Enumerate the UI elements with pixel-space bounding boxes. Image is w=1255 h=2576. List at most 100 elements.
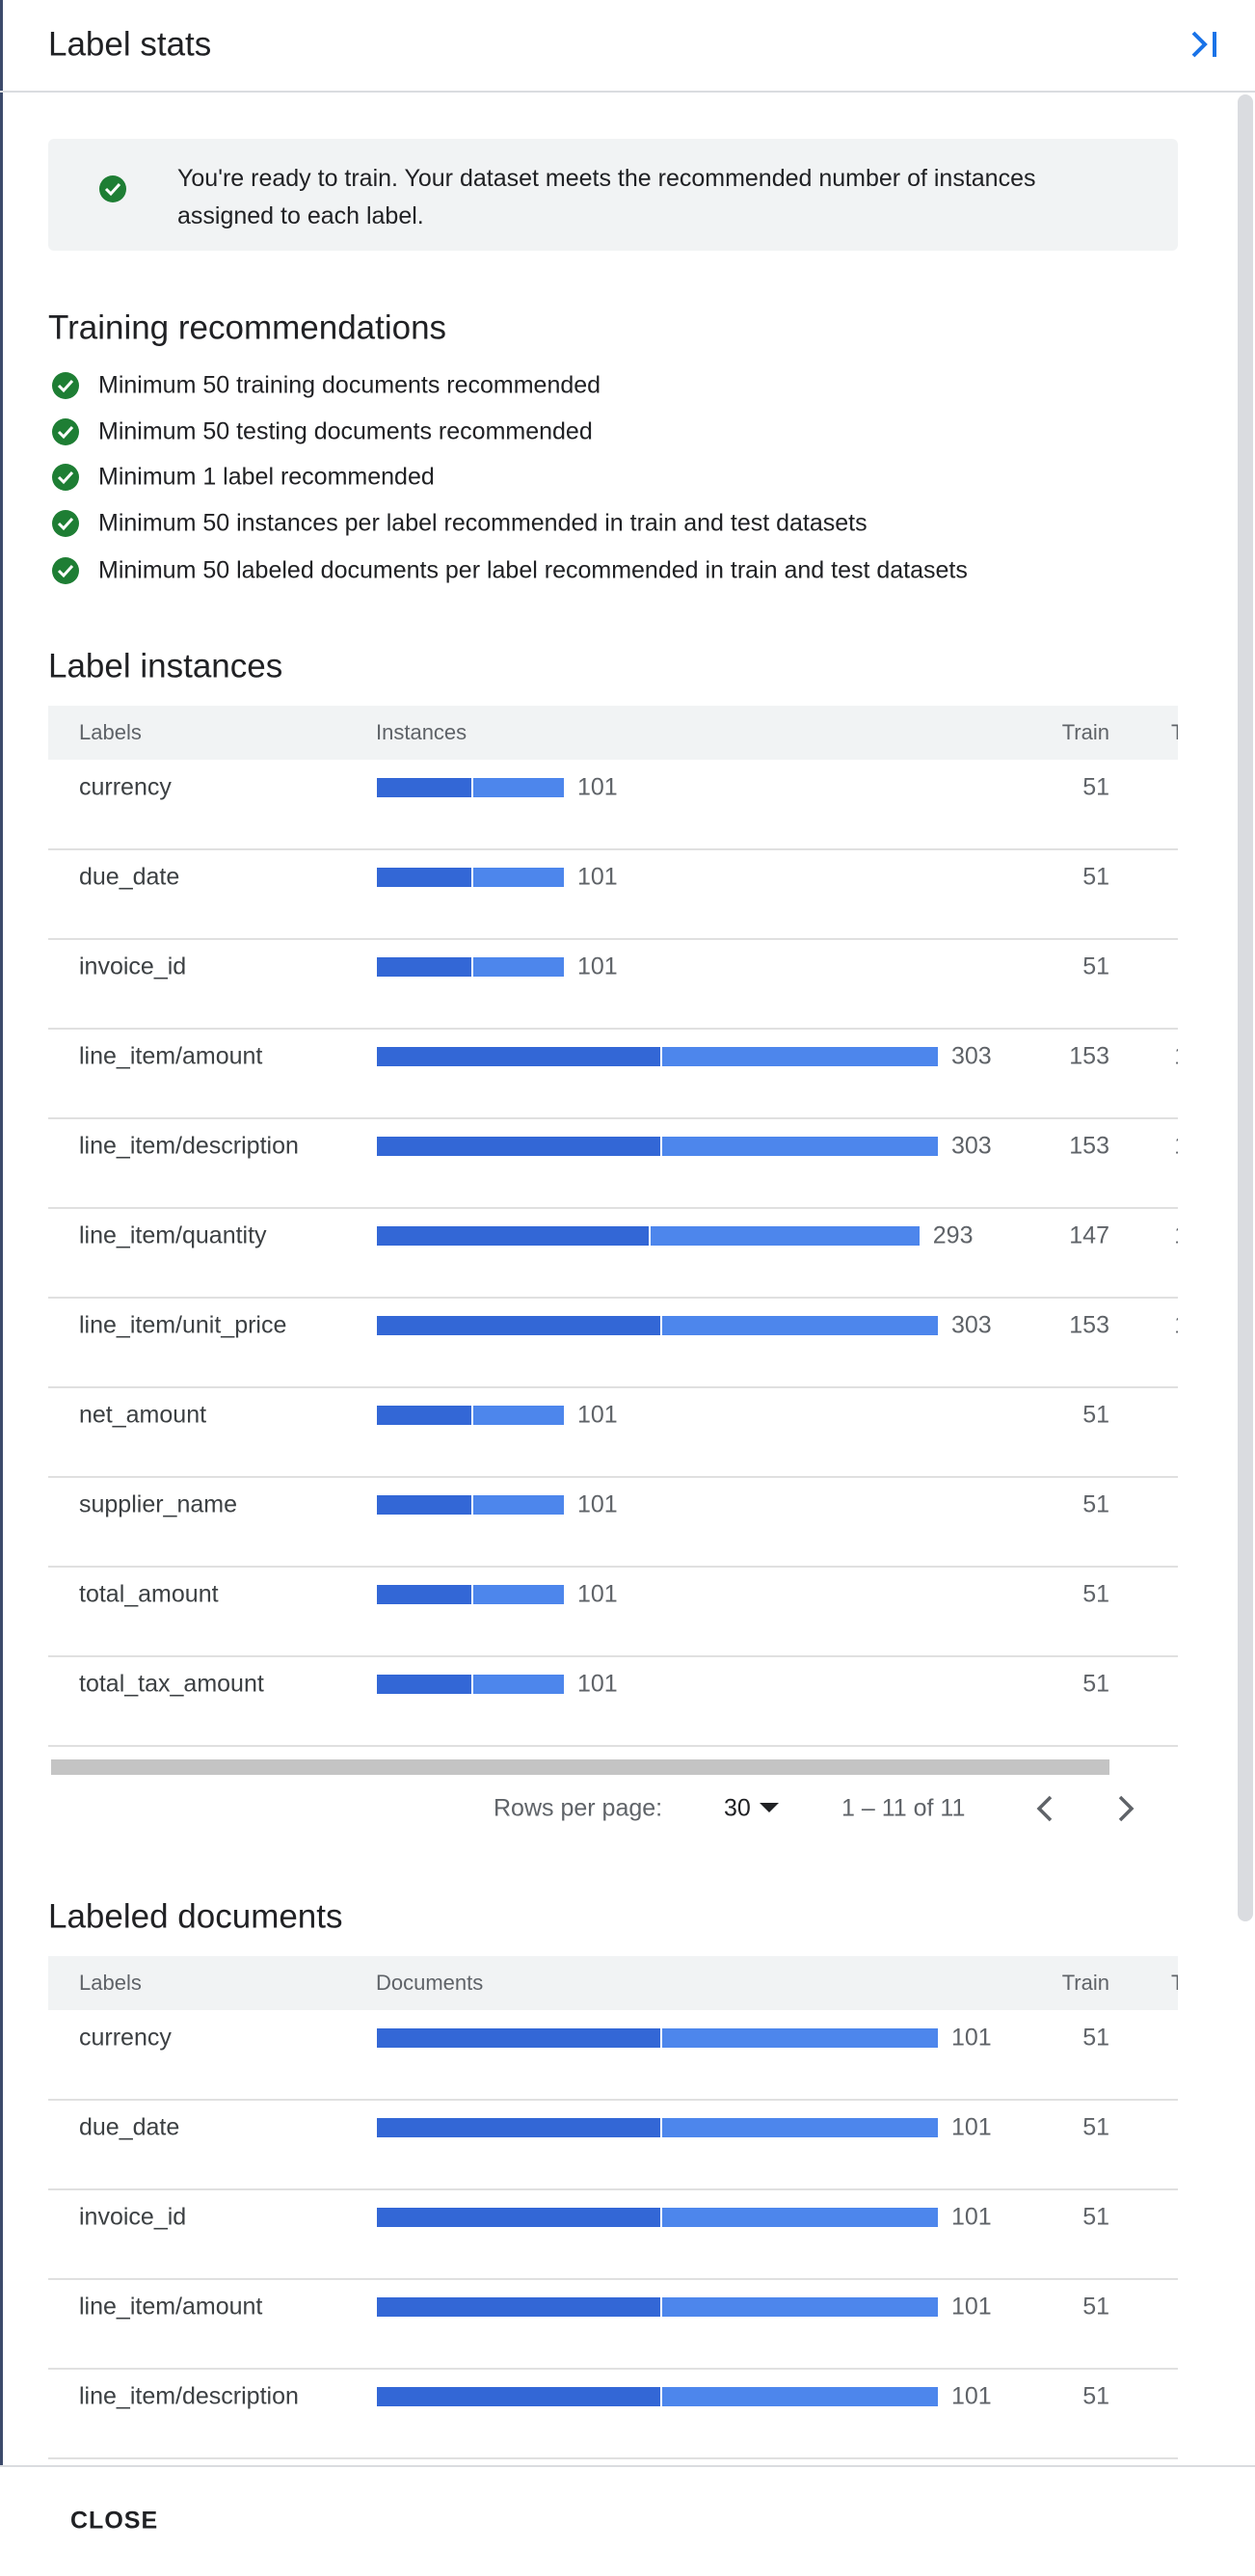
bar-train bbox=[377, 2208, 660, 2227]
column-header: Train bbox=[1061, 720, 1109, 744]
row-label: due_date bbox=[79, 863, 180, 891]
scrollbar[interactable] bbox=[1238, 94, 1253, 1921]
recommendation-item: Minimum 50 instances per label recommend… bbox=[98, 509, 868, 537]
bar-total: 101 bbox=[577, 1670, 618, 1698]
train-value: 147 bbox=[1069, 1221, 1109, 1249]
column-header: Test bbox=[1171, 720, 1178, 744]
row-divider bbox=[48, 1476, 1178, 1478]
collapse-button[interactable] bbox=[1188, 27, 1222, 62]
bar-total: 303 bbox=[951, 1311, 992, 1339]
recommendation-item: Minimum 50 testing documents recommended bbox=[98, 417, 593, 445]
row-label: total_tax_amount bbox=[79, 1670, 264, 1698]
row-divider bbox=[48, 1117, 1178, 1119]
train-value: 51 bbox=[1082, 2203, 1109, 2231]
bar-train bbox=[377, 778, 471, 797]
row-divider bbox=[48, 1297, 1178, 1299]
row-label: line_item/amount bbox=[79, 2293, 263, 2321]
table-header-row bbox=[48, 706, 1178, 760]
bar-train bbox=[377, 2297, 660, 2317]
check-icon bbox=[52, 510, 79, 537]
bar-train bbox=[377, 868, 471, 887]
bar-total: 293 bbox=[932, 1221, 974, 1249]
test-value: 150 bbox=[1174, 1313, 1178, 1338]
panel-title: Label stats bbox=[48, 25, 212, 64]
bar-train bbox=[377, 1495, 471, 1515]
row-divider bbox=[48, 1566, 1178, 1568]
train-value: 153 bbox=[1069, 1311, 1109, 1339]
close-button[interactable]: CLOSE bbox=[70, 2507, 159, 2535]
rows-per-page-label: Rows per page: bbox=[494, 1794, 663, 1822]
row-label: supplier_name bbox=[79, 1490, 237, 1518]
train-value: 153 bbox=[1069, 1042, 1109, 1070]
bar-total: 101 bbox=[577, 863, 618, 891]
recommendation-item: Minimum 1 label recommended bbox=[98, 463, 435, 491]
bar-train bbox=[377, 2028, 660, 2048]
column-header: Labels bbox=[79, 1971, 142, 1995]
rows-per-page-select[interactable]: 30 bbox=[724, 1794, 751, 1822]
panel-edge bbox=[0, 0, 3, 2574]
dropdown-arrow[interactable] bbox=[758, 1801, 781, 1814]
test-value: 150 bbox=[1174, 1134, 1178, 1159]
row-label: net_amount bbox=[79, 1401, 207, 1429]
bar-train bbox=[377, 1047, 660, 1066]
banner-text: You're ready to train. Your dataset meet… bbox=[177, 165, 1036, 229]
bar-test bbox=[472, 957, 564, 977]
page-range: 1 – 11 of 11 bbox=[841, 1794, 966, 1822]
bar-test bbox=[472, 1675, 564, 1694]
stats-table: LabelsInstancesTrainTestcurrency1015150d… bbox=[48, 706, 1178, 1747]
train-value: 51 bbox=[1082, 2113, 1109, 2141]
row-divider bbox=[48, 2278, 1178, 2280]
row-label: due_date bbox=[79, 2113, 180, 2141]
bar-test bbox=[661, 2118, 938, 2137]
check-icon bbox=[52, 464, 79, 491]
bar-total: 101 bbox=[951, 2113, 992, 2141]
bar-total: 101 bbox=[577, 1490, 618, 1518]
check-icon bbox=[99, 175, 126, 202]
bar-test bbox=[661, 2028, 938, 2048]
bar-train bbox=[377, 2118, 660, 2137]
bar-test bbox=[661, 1316, 938, 1335]
train-value: 51 bbox=[1082, 773, 1109, 801]
bar-train bbox=[377, 1137, 660, 1156]
row-label: invoice_id bbox=[79, 953, 187, 980]
column-header: Train bbox=[1061, 1971, 1109, 1995]
row-label: line_item/description bbox=[79, 1132, 299, 1160]
train-value: 51 bbox=[1082, 1670, 1109, 1698]
section-title: Label instances bbox=[48, 647, 283, 685]
bar-total: 101 bbox=[577, 773, 618, 801]
bar-total: 101 bbox=[951, 2382, 992, 2410]
train-value: 153 bbox=[1069, 1132, 1109, 1160]
bar-test bbox=[472, 868, 564, 887]
bar-total: 303 bbox=[951, 1042, 992, 1070]
bar-train bbox=[377, 1675, 471, 1694]
row-divider bbox=[48, 938, 1178, 940]
bar-total: 101 bbox=[951, 2203, 992, 2231]
panel-footer: CLOSE bbox=[0, 2465, 1255, 2576]
row-divider bbox=[48, 1745, 1178, 1747]
table-header-row bbox=[48, 1956, 1178, 2010]
prev-page-button[interactable] bbox=[1031, 1793, 1060, 1824]
bar-test bbox=[661, 2387, 938, 2406]
bar-total: 101 bbox=[951, 2293, 992, 2321]
column-header: Documents bbox=[376, 1971, 484, 1995]
recommendation-item: Minimum 50 labeled documents per label r… bbox=[98, 556, 968, 584]
next-page-button[interactable] bbox=[1110, 1793, 1139, 1824]
horizontal-scrollbar[interactable] bbox=[51, 1759, 1109, 1775]
bar-total: 303 bbox=[951, 1132, 992, 1160]
bar-test bbox=[472, 1406, 564, 1425]
row-label: currency bbox=[79, 773, 172, 801]
bar-total: 101 bbox=[577, 1401, 618, 1429]
check-icon bbox=[52, 557, 79, 584]
train-value: 51 bbox=[1082, 2293, 1109, 2321]
stats-table: LabelsDocumentsTrainTestcurrency1015150d… bbox=[48, 1956, 1178, 2465]
section-title: Training recommendations bbox=[48, 309, 447, 347]
train-value: 51 bbox=[1082, 2382, 1109, 2410]
row-divider bbox=[48, 848, 1178, 850]
train-value: 51 bbox=[1082, 2024, 1109, 2052]
bar-test bbox=[472, 778, 564, 797]
row-label: line_item/amount bbox=[79, 1042, 263, 1070]
row-label: invoice_id bbox=[79, 2203, 187, 2231]
train-value: 51 bbox=[1082, 1490, 1109, 1518]
bar-train bbox=[377, 1226, 650, 1246]
row-label: total_amount bbox=[79, 1580, 219, 1608]
